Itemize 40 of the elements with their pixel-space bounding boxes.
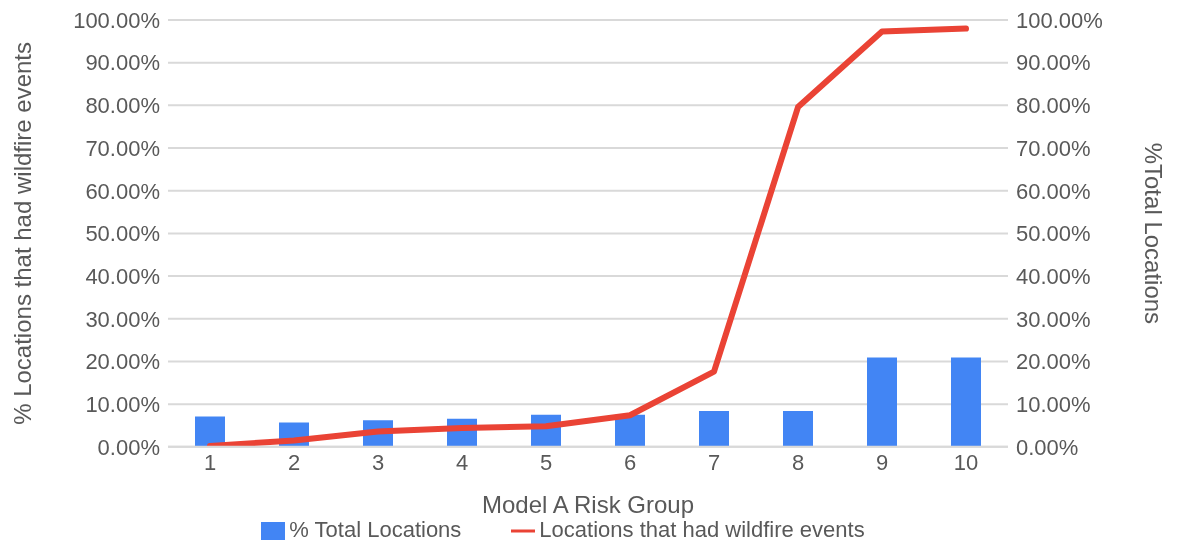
y-tick-label: 40.00% <box>85 263 160 289</box>
x-tick-label: 2 <box>287 450 301 476</box>
y-tick-label: 0.00% <box>97 434 160 460</box>
y-tick-label: 90.00% <box>85 50 160 76</box>
bar <box>951 357 981 447</box>
y-tick-label: 60.00% <box>85 178 160 204</box>
y2-tick-label: 20.00% <box>1016 349 1091 375</box>
y-tick-label: 70.00% <box>85 135 160 161</box>
y-tick-label: 20.00% <box>85 349 160 375</box>
y2-tick-label: 10.00% <box>1016 391 1091 417</box>
x-axis-title: Model A Risk Group <box>481 490 695 518</box>
x-tick-label: 9 <box>875 450 889 476</box>
y2-axis-title: %Total Locations <box>1140 142 1168 325</box>
bar <box>867 357 897 447</box>
y2-tick-label: 50.00% <box>1016 221 1091 247</box>
bar <box>783 410 813 447</box>
y-tick-label: 80.00% <box>85 93 160 119</box>
bar <box>699 410 729 447</box>
y2-tick-label: 100.00% <box>1016 7 1103 33</box>
y2-tick-label: 90.00% <box>1016 50 1091 76</box>
x-tick-label: 6 <box>623 450 637 476</box>
x-tick-label: 7 <box>707 450 721 476</box>
y2-tick-label: 0.00% <box>1016 434 1079 460</box>
y-tick-label: 100.00% <box>73 7 160 33</box>
x-tick-label: 8 <box>791 450 805 476</box>
y-axis-title: % Locations that had wildfire events <box>8 41 36 425</box>
x-tick-label: 10 <box>953 450 979 476</box>
x-tick-label: 1 <box>203 450 217 476</box>
legend-label: % Total Locations <box>289 516 462 542</box>
y2-tick-label: 40.00% <box>1016 263 1091 289</box>
y2-tick-label: 60.00% <box>1016 178 1091 204</box>
y2-tick-label: 30.00% <box>1016 306 1091 332</box>
y2-tick-label: 70.00% <box>1016 135 1091 161</box>
y2-tick-label: 80.00% <box>1016 93 1091 119</box>
y-tick-label: 10.00% <box>85 391 160 417</box>
y-tick-label: 50.00% <box>85 221 160 247</box>
x-tick-label: 5 <box>539 450 553 476</box>
y-tick-label: 30.00% <box>85 306 160 332</box>
x-tick-label: 3 <box>371 450 385 476</box>
x-tick-label: 4 <box>455 450 469 476</box>
